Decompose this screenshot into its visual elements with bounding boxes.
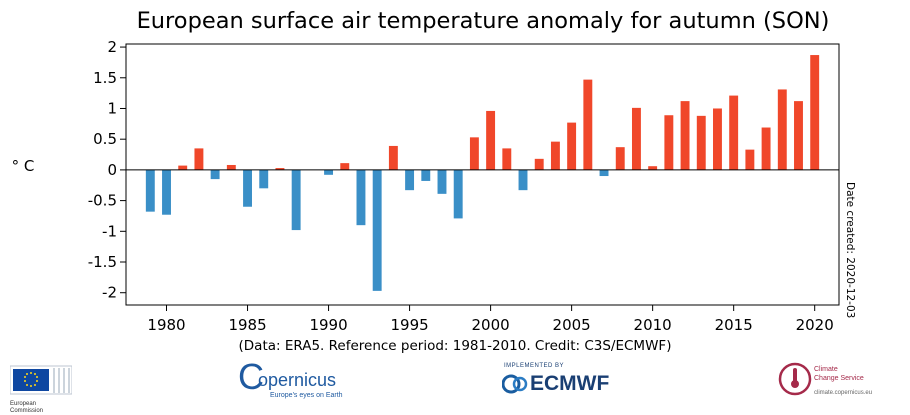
x-tick-label: 2005 xyxy=(553,316,591,334)
ec-logo: European Commission xyxy=(9,360,73,414)
caption: (Data: ERA5. Reference period: 1981-2010… xyxy=(238,338,672,354)
bar-2009 xyxy=(631,107,641,170)
bar-1986 xyxy=(259,169,269,189)
bars-group xyxy=(145,55,820,291)
bar-1990 xyxy=(324,169,334,175)
bar-1992 xyxy=(356,169,366,226)
bar-1985 xyxy=(243,169,252,207)
bar-2006 xyxy=(583,79,593,170)
copernicus-c-letter: C xyxy=(238,356,264,397)
c3s-line1: Climate xyxy=(814,366,838,373)
thermometer-icon xyxy=(778,362,812,396)
bar-2004 xyxy=(550,141,560,170)
x-tick-label: 1985 xyxy=(228,316,266,334)
bar-2013 xyxy=(696,115,706,170)
bar-2005 xyxy=(567,122,577,170)
x-tick-label: 1980 xyxy=(147,316,185,334)
bar-2015 xyxy=(729,95,739,170)
bar-2010 xyxy=(648,166,658,170)
y-tick-label: -2 xyxy=(102,284,117,302)
ecmwf-wave-icon xyxy=(502,374,528,394)
bar-2008 xyxy=(615,147,625,170)
c3s-logo: Climate Change Service climate.copernicu… xyxy=(778,360,898,405)
bar-2001 xyxy=(502,148,512,170)
x-tick-label: 2010 xyxy=(634,316,672,334)
copernicus-name: opernicus xyxy=(258,370,337,390)
bar-1979 xyxy=(145,169,155,212)
y-tick-label: 1 xyxy=(107,99,117,117)
bar-1996 xyxy=(421,169,431,181)
bar-1981 xyxy=(178,165,188,170)
y-tick-label: -1 xyxy=(102,222,117,240)
y-tick-label: -0.5 xyxy=(88,192,117,210)
bar-1980 xyxy=(162,169,171,215)
ecmwf-implemented-by: IMPLEMENTED BY xyxy=(504,363,565,369)
copernicus-tagline: Europe's eyes on Earth xyxy=(270,392,343,399)
bar-2019 xyxy=(794,101,803,170)
bar-2002 xyxy=(518,169,528,191)
bar-1983 xyxy=(210,169,220,180)
bar-1991 xyxy=(340,163,350,170)
bar-2018 xyxy=(777,89,787,170)
bar-1995 xyxy=(405,169,415,191)
x-tick-label: 2015 xyxy=(715,316,753,334)
ec-label-line1: European xyxy=(10,401,37,407)
bar-2014 xyxy=(713,108,722,170)
c3s-line2: Change Service xyxy=(814,375,864,382)
bar-1997 xyxy=(437,169,447,194)
bar-1993 xyxy=(372,169,382,291)
ecmwf-name: ECMWF xyxy=(530,372,610,395)
y-tick-label: -1.5 xyxy=(88,253,117,271)
chart-title: European surface air temperature anomaly… xyxy=(137,8,830,34)
bar-1984 xyxy=(226,164,236,170)
y-tick-label: 0.5 xyxy=(93,130,117,148)
x-tick-label: 2020 xyxy=(796,316,834,334)
x-tick-label: 1995 xyxy=(390,316,428,334)
y-tick-label: 0 xyxy=(107,161,117,179)
bar-2016 xyxy=(745,149,755,170)
x-tick-label: 2000 xyxy=(472,316,510,334)
bar-1987 xyxy=(275,168,285,170)
bar-2017 xyxy=(761,127,771,170)
ec-label-line2: Commission xyxy=(10,408,44,414)
y-tick-label: 2 xyxy=(107,38,117,56)
y-tick-label: 1.5 xyxy=(93,69,117,87)
bar-2000 xyxy=(486,110,496,170)
bar-2020 xyxy=(810,55,820,170)
bar-1994 xyxy=(388,145,398,170)
bar-1982 xyxy=(194,148,204,170)
x-axis: 1980 1985 1990 1995 2000 2005 2010 2015 2020 xyxy=(147,305,834,334)
date-created-note: Date created: 2020-12-03 xyxy=(844,182,856,318)
bar-2003 xyxy=(534,158,544,170)
bar-2011 xyxy=(664,115,674,170)
plot-frame xyxy=(125,43,840,306)
c3s-url: climate.copernicus.eu xyxy=(814,390,873,396)
y-axis-label: ° C xyxy=(12,157,35,175)
copernicus-logo: C opernicus Europe's eyes on Earth xyxy=(238,356,348,405)
bar-2012 xyxy=(680,101,690,170)
bar-1998 xyxy=(453,169,463,219)
ecmwf-logo: IMPLEMENTED BY ECMWF xyxy=(500,363,630,403)
ec-building-icon xyxy=(9,365,73,395)
bar-1988 xyxy=(291,169,301,231)
bar-1999 xyxy=(469,137,479,170)
x-tick-label: 1990 xyxy=(309,316,347,334)
chart: European surface air temperature anomaly… xyxy=(12,8,856,334)
y-axis: 2 1.5 1 0.5 0 -0.5 -1 -1.5 -2 xyxy=(88,38,126,302)
bar-2007 xyxy=(599,169,609,177)
